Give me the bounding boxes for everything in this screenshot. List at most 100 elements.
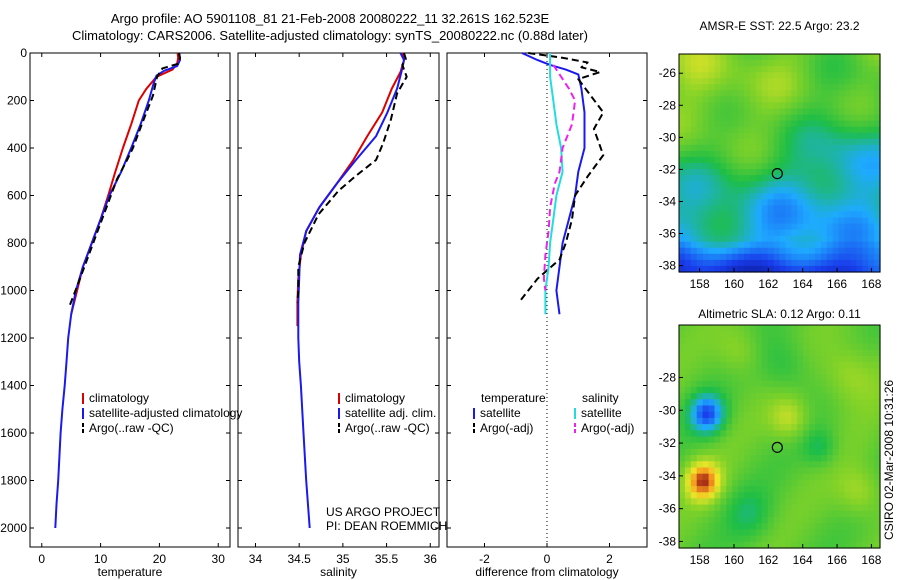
map-x-tick-label: 158 <box>690 277 710 291</box>
heatmap-cell <box>708 467 716 475</box>
heatmap-cell <box>749 108 757 116</box>
heatmap-cell <box>702 393 710 400</box>
heatmap-cell <box>708 380 716 388</box>
heatmap-cell <box>838 510 846 518</box>
heatmap-cell <box>874 479 881 487</box>
heatmap-cell <box>803 442 810 450</box>
heatmap-cell <box>779 504 786 512</box>
heatmap-cell <box>726 479 733 487</box>
heatmap-cell <box>820 442 828 450</box>
heatmap-cell <box>773 510 781 518</box>
heatmap-cell <box>767 144 775 152</box>
heatmap-cell <box>749 362 757 369</box>
heatmap-cell <box>690 461 698 469</box>
heatmap-cell <box>862 144 869 152</box>
heatmap-cell <box>696 479 704 487</box>
heatmap-cell <box>868 380 875 388</box>
heatmap-cell <box>684 393 692 400</box>
heatmap-cell <box>720 84 727 91</box>
heatmap-cell <box>726 205 733 213</box>
heatmap-cell <box>720 72 727 79</box>
heatmap-cell <box>862 114 869 122</box>
heatmap-cell <box>726 175 733 182</box>
heatmap-cell <box>820 405 828 413</box>
heatmap-cell <box>726 132 733 140</box>
heatmap-cell <box>844 442 851 450</box>
heatmap-cell <box>702 132 710 140</box>
heatmap-cell <box>820 253 828 261</box>
heatmap-cell <box>868 467 875 475</box>
heatmap-cell <box>868 96 875 104</box>
heatmap-cell <box>761 66 769 73</box>
heatmap-cell <box>767 510 775 518</box>
heatmap-cell <box>761 90 769 97</box>
map-x-tick-label: 166 <box>827 553 847 567</box>
heatmap-cell <box>755 393 763 400</box>
heatmap-cell <box>720 60 727 67</box>
heatmap-cell <box>749 343 757 351</box>
heatmap-cell <box>749 175 757 182</box>
legend-difference: temperature salinitysatelliteArgo(-adj)sa… <box>473 391 634 435</box>
heatmap-cell <box>826 205 834 213</box>
heatmap-cell <box>815 448 822 456</box>
heatmap-cell <box>856 265 863 273</box>
heatmap-cell <box>767 150 775 158</box>
heatmap-cell <box>679 72 686 79</box>
heatmap-cell <box>761 473 769 481</box>
heatmap-cell <box>714 380 721 388</box>
heatmap-cell <box>684 181 692 188</box>
series-line-temperature-2 <box>69 52 181 306</box>
heatmap-cell <box>690 362 698 369</box>
heatmap-cell <box>874 362 881 369</box>
heatmap-cell <box>761 498 769 506</box>
heatmap-cell <box>809 253 816 261</box>
heatmap-cell <box>874 467 881 475</box>
heatmap-cell <box>744 187 751 194</box>
x-tick-label: 0 <box>38 552 45 566</box>
heatmap-cell <box>832 144 840 152</box>
heatmap-cell <box>773 343 781 351</box>
heatmap-cell <box>874 156 881 164</box>
heatmap-cell <box>868 405 875 413</box>
heatmap-cell <box>714 448 721 456</box>
heatmap-cell <box>850 541 857 549</box>
heatmap-cell <box>862 424 869 431</box>
heatmap-cell <box>696 436 704 444</box>
heatmap-cell <box>749 78 757 85</box>
heatmap-cell <box>767 356 775 363</box>
heatmap-cell <box>755 448 763 456</box>
heatmap-cell <box>832 253 840 261</box>
map-x-tick-label: 168 <box>861 277 881 291</box>
heatmap-cell <box>690 60 698 67</box>
heatmap-cell <box>732 205 739 213</box>
heatmap-cell <box>767 399 775 407</box>
heatmap-cell <box>779 223 786 231</box>
heatmap-cell <box>702 259 710 267</box>
heatmap-cell <box>844 211 851 219</box>
heatmap-cell <box>856 235 863 243</box>
heatmap-cell <box>820 241 828 249</box>
heatmap-cell <box>732 473 739 481</box>
heatmap-cell <box>844 362 851 369</box>
heatmap-cell <box>714 517 721 524</box>
heatmap-cell <box>844 247 851 255</box>
heatmap-cell <box>720 54 727 61</box>
heatmap-cell <box>726 411 733 419</box>
heatmap-cell <box>791 150 798 158</box>
heatmap-cell <box>785 430 792 438</box>
heatmap-cell <box>690 229 698 237</box>
heatmap-cell <box>749 217 757 225</box>
heatmap-cell <box>749 504 757 512</box>
heatmap-cell <box>767 529 775 537</box>
heatmap-cell <box>690 349 698 357</box>
heatmap-cell <box>720 510 727 518</box>
heatmap-cell <box>803 259 810 267</box>
heatmap-cell <box>874 54 881 61</box>
heatmap-cell <box>744 541 751 549</box>
heatmap-cell <box>791 343 798 351</box>
heatmap-cell <box>702 114 710 122</box>
heatmap-cell <box>838 504 846 512</box>
heatmap-cell <box>679 541 686 549</box>
heatmap-cell <box>856 78 863 85</box>
heatmap-cell <box>838 114 846 122</box>
